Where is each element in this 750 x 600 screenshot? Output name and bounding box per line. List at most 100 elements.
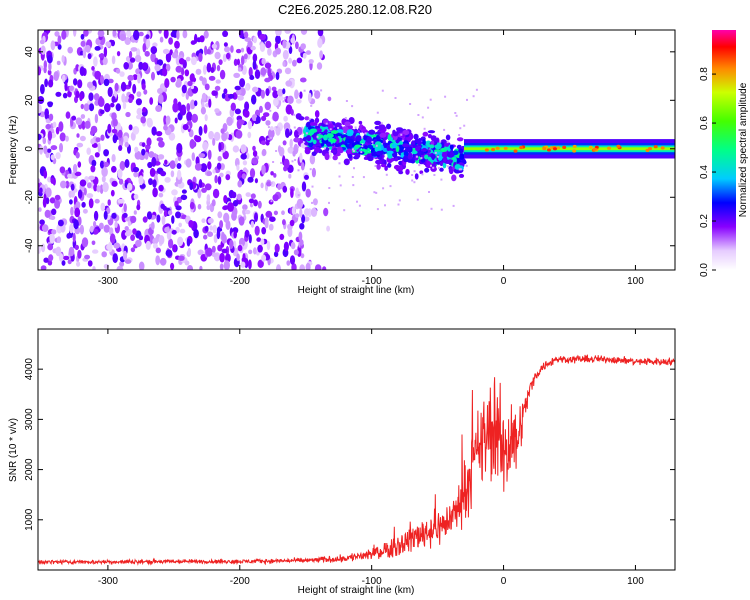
- spectrogram-cell: [109, 233, 116, 244]
- spectrogram-cell: [222, 150, 229, 160]
- spectrogram-cell: [420, 157, 423, 160]
- spectrogram-cell: [294, 159, 297, 161]
- spectrogram-cell: [247, 176, 254, 183]
- spectrogram-cell: [282, 185, 288, 193]
- spectrogram-cell: [121, 229, 127, 240]
- spectrogram-x-ticks: -300 -200 -100 0 100: [98, 30, 644, 287]
- spectrogram-cell: [133, 193, 139, 200]
- spectrogram-cell: [41, 224, 49, 233]
- spectrogram-cell: [242, 208, 247, 216]
- spectrogram-cell: [48, 79, 54, 88]
- spectrogram-cell: [163, 115, 167, 125]
- spectrogram-cell: [151, 71, 155, 81]
- snr-plot-area: [38, 329, 675, 570]
- spectrogram-cell: [201, 92, 207, 102]
- spectrogram-cell: [295, 213, 300, 218]
- spectrogram-cell: [309, 154, 316, 165]
- spectrogram-cell: [219, 163, 225, 171]
- spectrogram-cell: [45, 187, 52, 198]
- spectrogram-cell: [107, 123, 112, 134]
- spectrogram-cell: [91, 159, 97, 167]
- spectrogram-cell: [176, 143, 183, 154]
- spectrogram-cell: [261, 115, 267, 122]
- x-tick-label: 0: [501, 576, 507, 587]
- spectrogram-cell: [111, 165, 117, 173]
- spectrogram-cell: [212, 137, 216, 146]
- spectrogram-cell: [405, 146, 411, 152]
- spectrogram-cell: [49, 215, 56, 220]
- spectrogram-cell: [79, 66, 85, 77]
- spectrogram-cell: [326, 133, 334, 139]
- spectrogram-cell: [182, 30, 188, 39]
- spectrogram-cell: [73, 219, 79, 230]
- spectrogram-cell: [319, 50, 323, 59]
- spectrogram-cell: [149, 167, 156, 177]
- spectrogram-cell: [111, 154, 116, 163]
- spectrogram-cell: [110, 189, 115, 197]
- spectrogram-cell: [136, 91, 142, 98]
- spectrogram-cell: [202, 64, 207, 75]
- spectrogram-cell: [199, 76, 204, 81]
- spectrogram-cell: [70, 183, 75, 191]
- colorbar-tick-label: 0.6: [699, 116, 710, 130]
- spectrogram-cell: [217, 175, 222, 185]
- spectrogram-cell: [130, 215, 137, 224]
- spectrogram-cell: [273, 210, 278, 216]
- spectrogram-cell: [168, 238, 174, 249]
- spectrogram-cell: [361, 136, 364, 139]
- spectrogram-cell: [248, 249, 253, 255]
- spectrogram-cell: [84, 120, 91, 129]
- spectrogram-cell: [176, 30, 180, 40]
- spectrogram-cell: [89, 225, 94, 233]
- spectrogram-cell: [68, 246, 75, 257]
- spectrogram-cell: [234, 85, 241, 91]
- spectrogram-cell: [380, 122, 383, 125]
- spectrogram-cell: [421, 173, 424, 176]
- spectrogram-cell: [104, 103, 111, 113]
- spectrogram-cell: [163, 125, 168, 131]
- spectrogram-cell: [65, 111, 71, 119]
- spectrogram-cell: [330, 149, 337, 154]
- spectrogram-cell: [124, 37, 131, 45]
- spectrogram-cell: [309, 168, 312, 171]
- spectrogram-cell: [39, 111, 46, 118]
- spectrogram-cell: [225, 52, 231, 60]
- spectrogram-cell: [59, 142, 63, 153]
- spectrogram-cell: [38, 133, 42, 141]
- spectrogram-cell: [362, 176, 365, 179]
- spectrogram-cell: [69, 199, 73, 205]
- spectrogram-cell: [277, 106, 279, 109]
- spectrogram-cell: [191, 152, 195, 162]
- spectrogram-cell: [305, 132, 308, 135]
- spectrogram-cell: [88, 103, 95, 112]
- spectrogram-cell: [176, 169, 182, 180]
- spectrogram-cell: [142, 106, 147, 113]
- spectrogram-cell: [414, 173, 419, 180]
- spectrogram-cell: [121, 93, 126, 103]
- spectrogram-cell: [122, 212, 128, 218]
- spectrogram-cell: [198, 52, 203, 62]
- spectrogram-cell: [348, 125, 353, 130]
- spectrogram-cell: [223, 88, 228, 95]
- spectrogram-cell: [353, 167, 355, 170]
- spectrogram-cell: [40, 84, 45, 95]
- spectrogram-cell: [150, 221, 155, 231]
- colorbar-tick-label: 0.0: [699, 263, 710, 277]
- spectrogram-cell: [39, 39, 45, 45]
- spectrogram-cell: [175, 65, 183, 73]
- spectrogram-cell: [158, 235, 165, 245]
- spectrogram-cell: [97, 97, 105, 107]
- spectrogram-cell: [391, 143, 398, 149]
- spectrogram-cell: [193, 229, 199, 239]
- spectrogram-cell: [204, 83, 210, 91]
- spectrogram-cell: [267, 138, 270, 141]
- spectrogram-cell: [171, 229, 177, 235]
- spectrogram-cell: [138, 235, 144, 241]
- spectrogram-cell: [91, 240, 96, 246]
- spectrogram-cell: [317, 38, 323, 48]
- spectrogram-cell: [141, 142, 146, 148]
- spectrogram-cell: [375, 159, 382, 165]
- spectrogram-cell: [124, 226, 129, 231]
- spectrogram-cell: [49, 197, 56, 204]
